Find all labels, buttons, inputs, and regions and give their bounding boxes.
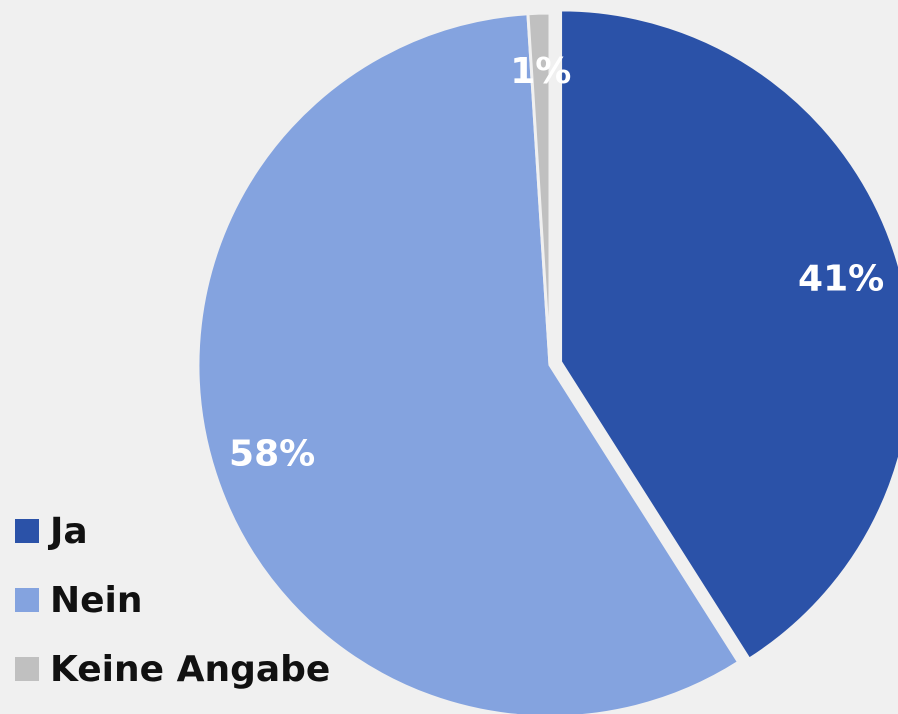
- legend-swatch: [15, 657, 39, 681]
- legend-label: Ja: [47, 511, 88, 552]
- legend-label: Keine Angabe: [50, 649, 330, 690]
- pie-slice: [559, 8, 898, 662]
- data-label: 58%: [229, 433, 315, 474]
- data-label: 41%: [798, 258, 884, 299]
- data-label: 1%: [510, 51, 571, 92]
- legend-swatch: [15, 588, 39, 612]
- pie-slice: [196, 12, 741, 714]
- legend-label: Nein: [50, 580, 143, 621]
- legend-swatch: [15, 519, 39, 543]
- pie-slice: [526, 11, 552, 366]
